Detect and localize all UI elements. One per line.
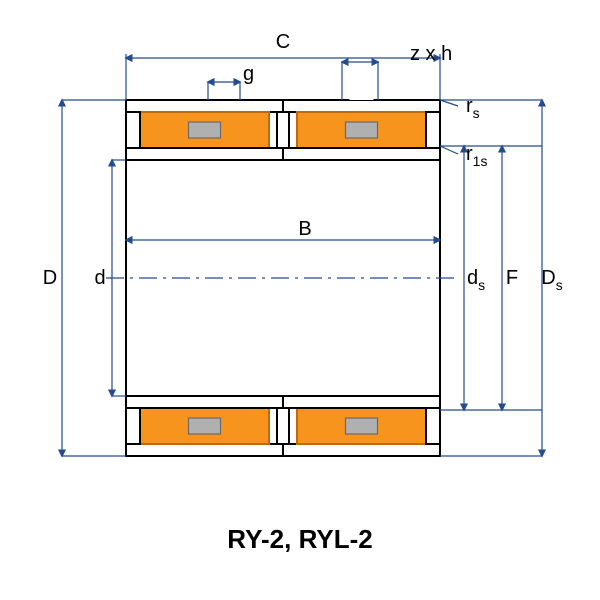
svg-text:RY-2, RYL-2: RY-2, RYL-2 xyxy=(227,524,372,554)
svg-text:C: C xyxy=(276,31,290,53)
svg-text:B: B xyxy=(298,218,311,240)
svg-text:Ds: Ds xyxy=(541,267,562,293)
svg-text:z x h: z x h xyxy=(410,43,452,65)
svg-text:ds: ds xyxy=(467,267,485,293)
svg-text:g: g xyxy=(243,63,254,85)
svg-text:rs: rs xyxy=(466,95,480,121)
svg-text:D: D xyxy=(43,267,57,289)
svg-text:r1s: r1s xyxy=(466,143,487,169)
svg-text:F: F xyxy=(506,267,518,289)
svg-text:d: d xyxy=(94,267,105,289)
